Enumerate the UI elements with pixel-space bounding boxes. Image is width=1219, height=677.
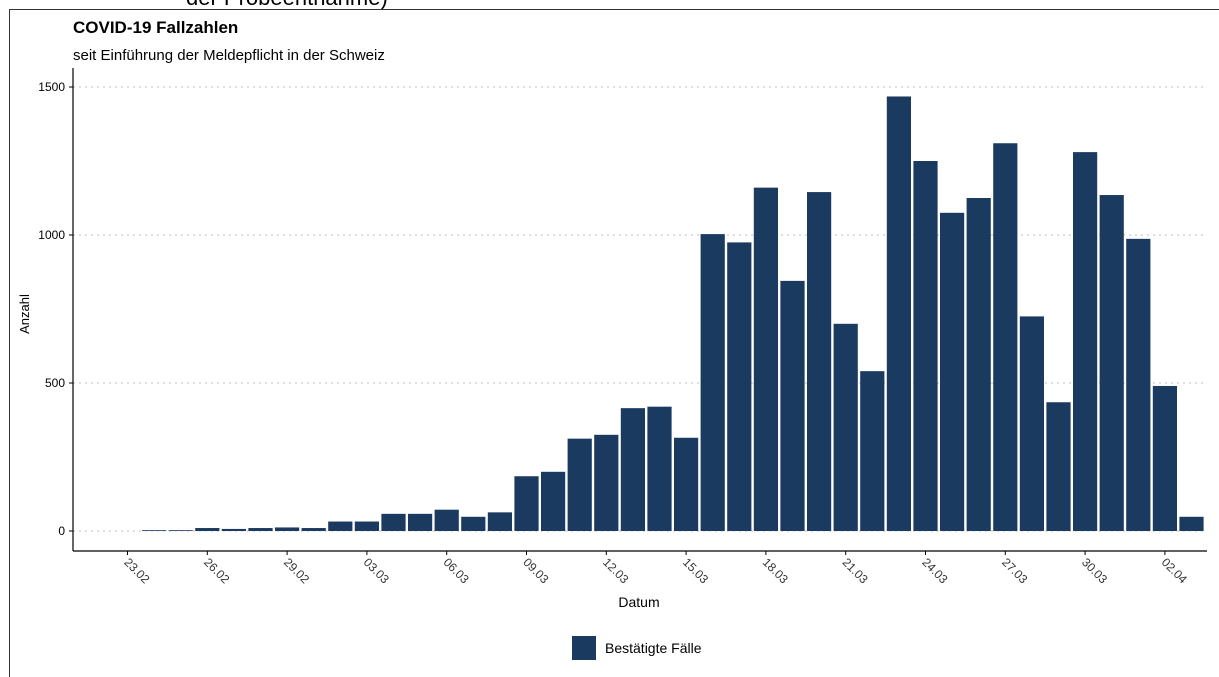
bar — [780, 280, 805, 531]
bar — [1019, 316, 1044, 531]
legend-swatch — [572, 636, 596, 660]
clipped-caption: der Probeentnahme) — [186, 0, 388, 11]
chart-title: COVID-19 Fallzahlen — [73, 18, 239, 37]
bar — [753, 187, 778, 531]
bar — [541, 471, 566, 531]
x-tick-label: 30.03 — [1079, 555, 1110, 586]
bar — [301, 528, 326, 531]
bar — [567, 438, 592, 531]
bar — [381, 513, 406, 531]
x-tick-label: 23.02 — [121, 555, 152, 586]
bar — [674, 437, 699, 531]
bars — [142, 96, 1204, 532]
x-tick-label: 12.03 — [600, 555, 631, 586]
chart-frame — [9, 9, 1219, 677]
x-tick-label: 29.02 — [281, 555, 312, 586]
bar — [940, 212, 965, 532]
bar — [647, 406, 672, 531]
axes — [69, 68, 1207, 555]
x-tick-label: 03.03 — [361, 555, 392, 586]
bar — [142, 530, 167, 531]
x-tick-label: 02.04 — [1159, 555, 1190, 586]
x-tick-label: 21.03 — [840, 555, 871, 586]
x-tick-label: 26.02 — [201, 555, 232, 586]
bar — [1099, 195, 1124, 532]
x-tick-label: 06.03 — [441, 555, 472, 586]
legend: Bestätigte Fälle — [572, 636, 702, 660]
bar — [275, 527, 300, 531]
bar — [993, 143, 1018, 532]
y-axis-label: Anzahl — [17, 294, 32, 334]
bar — [514, 476, 539, 531]
x-tick-label: 18.03 — [760, 555, 791, 586]
bar — [594, 434, 619, 531]
bar — [913, 161, 938, 531]
x-tick-label: 27.03 — [999, 555, 1030, 586]
bar — [833, 323, 858, 531]
bar — [620, 408, 645, 531]
bar — [328, 521, 353, 531]
x-tick-labels: 23.02 26.02 29.02 03.03 06.03 09.03 12.03 15.03… — [121, 555, 1190, 586]
y-tick-label: 500 — [45, 376, 65, 390]
bar — [195, 528, 220, 531]
chart-subtitle: seit Einführung der Meldepflicht in der … — [73, 47, 385, 64]
bar — [487, 512, 512, 531]
bar — [434, 509, 459, 531]
y-tick-label: 1000 — [38, 228, 65, 242]
bar — [860, 371, 885, 531]
bar — [1152, 385, 1177, 531]
bar — [807, 192, 832, 531]
bar — [1126, 238, 1151, 531]
bar — [221, 528, 246, 531]
x-axis-label: Datum — [618, 594, 659, 610]
bar — [408, 513, 433, 531]
bar — [168, 530, 193, 531]
bar — [966, 198, 991, 531]
bar — [248, 528, 273, 531]
y-tick-label: 0 — [58, 524, 65, 538]
bar — [461, 516, 486, 531]
x-tick-label: 09.03 — [520, 555, 551, 586]
x-tick-label: 15.03 — [680, 555, 711, 586]
y-tick-label: 1500 — [38, 80, 65, 94]
bar — [1073, 152, 1098, 531]
bar — [1046, 402, 1071, 531]
bar — [354, 521, 379, 531]
bar — [1179, 516, 1204, 531]
bar — [886, 96, 911, 532]
x-tick-label: 24.03 — [919, 555, 950, 586]
bar — [727, 242, 752, 531]
legend-label: Bestätigte Fälle — [605, 640, 702, 656]
y-tick-labels: 0 500 1000 1500 — [38, 80, 65, 538]
bar — [700, 234, 725, 531]
